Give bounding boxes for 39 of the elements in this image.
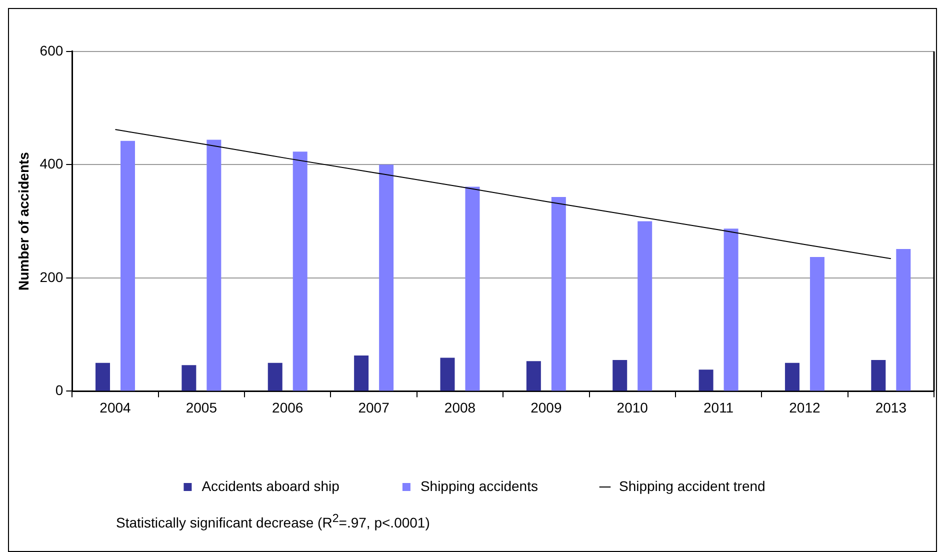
x-tick-label: 2009 [530,399,562,416]
y-tick-label: 400 [40,156,64,172]
legend-label: Shipping accident trend [618,478,766,494]
y-axis-title: Number of accidents [15,152,32,291]
x-tick-label: 2008 [444,399,476,416]
bar [379,164,394,391]
legend-label: Accidents aboard ship [202,478,340,494]
x-tick-label: 2010 [616,399,648,416]
x-tick-label: 2013 [875,399,907,416]
y-tick-label: 0 [55,382,64,398]
bar [526,361,541,391]
bar [871,360,886,391]
bar [896,249,911,391]
bar [784,362,800,391]
bar [638,221,652,391]
bar [612,360,628,391]
x-tick-label: 2004 [100,399,132,416]
bar [810,256,824,391]
bar [465,186,480,391]
bar [96,362,110,391]
bar [206,140,222,391]
bar [698,370,714,391]
bar [120,140,135,391]
bar [551,196,566,391]
legend-label: Shipping accidents [420,478,538,494]
x-tick-label: 2012 [789,399,821,416]
x-tick-label: 2007 [358,399,390,416]
bar [354,356,369,391]
y-tick-label: 600 [40,42,64,58]
x-tick-label: 2005 [186,399,218,416]
bar [182,365,196,391]
bar [292,152,308,391]
y-tick-label: 200 [40,268,64,285]
bar [268,362,282,391]
bar [440,358,455,391]
bar [724,228,738,391]
x-tick-label: 2006 [272,399,304,416]
x-tick-label: 2011 [703,399,734,416]
text: Statistically significant decrease (R$^{2}$=.97, p<.0001) [116,512,430,531]
